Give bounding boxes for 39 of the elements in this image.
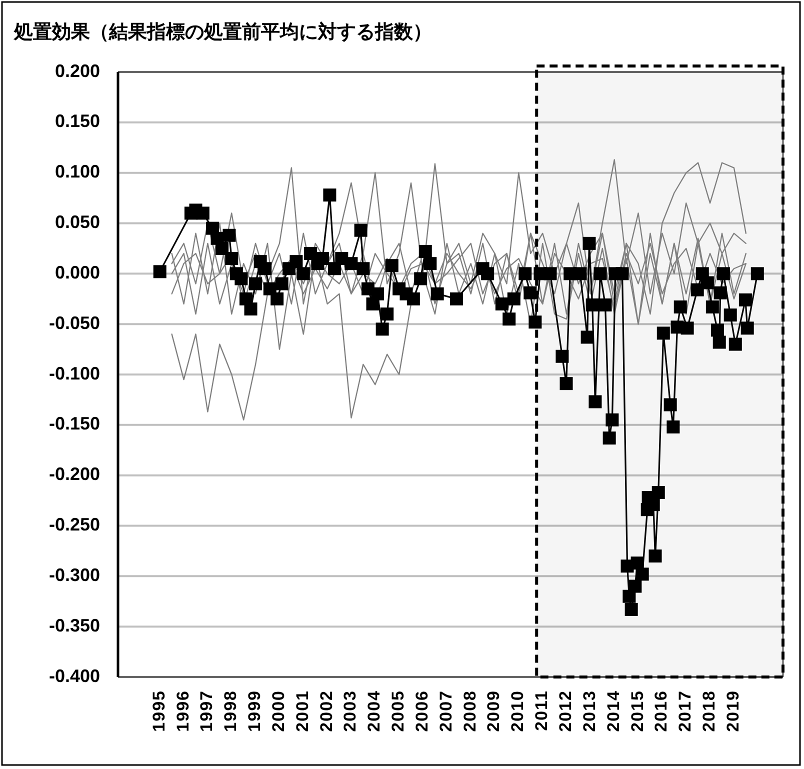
title: 処置効果（結果指標の処置前平均に対する指数） xyxy=(14,22,432,43)
x-tick-label: 2013 xyxy=(580,690,599,732)
x-tick-label: 2009 xyxy=(484,690,504,732)
x-tick-label: 2014 xyxy=(604,690,623,732)
x-tick-label: 1997 xyxy=(197,690,216,732)
y-tick-label: -0.150 xyxy=(48,414,100,434)
x-tick-label: 2015 xyxy=(628,690,647,732)
x-tick-label: 2011 xyxy=(532,690,552,731)
y-tick-label: -0.250 xyxy=(48,514,100,534)
y-tick-label: 0.050 xyxy=(54,212,100,232)
y-tick-label: 0.000 xyxy=(54,262,100,282)
x-tick-label: 2006 xyxy=(412,690,432,732)
y-tick-label: -0.100 xyxy=(48,363,100,384)
x-tick-label: 2007 xyxy=(436,690,456,732)
x-tick-label: 2000 xyxy=(268,690,288,732)
y-tick-label: -0.300 xyxy=(48,564,100,585)
x-tick-label: 2019 xyxy=(723,690,742,732)
y-tick-label: -0.200 xyxy=(48,464,100,484)
y-tick-label: -0.050 xyxy=(48,312,100,333)
x-tick-label: 2018 xyxy=(700,690,719,732)
x-tick-label: 2001 xyxy=(292,690,312,732)
x-tick-label: 1995 xyxy=(149,690,168,732)
x-tick-label: 2002 xyxy=(316,690,336,732)
x-tick-label: 2012 xyxy=(556,690,575,732)
x-tick-label: 2003 xyxy=(340,690,360,732)
x-tick-label: 2010 xyxy=(508,690,528,732)
x-tick-label: 1996 xyxy=(173,690,192,732)
x-tick-label: 2005 xyxy=(388,690,408,732)
x-tick-label: 2016 xyxy=(652,690,671,732)
x-tick-label: 2017 xyxy=(676,690,695,732)
y-tick-label: 0.100 xyxy=(54,162,100,182)
y-tick-label: 0.200 xyxy=(54,60,100,81)
y-tick-label: 0.150 xyxy=(54,111,100,132)
y-tick-label: -0.350 xyxy=(48,615,100,636)
x-tick-label: 1999 xyxy=(245,690,264,732)
x-tick-label: 2008 xyxy=(460,690,480,732)
x-tick-label: 1998 xyxy=(221,690,240,732)
y-tick-label: -0.400 xyxy=(48,666,100,686)
x-tick-label: 2004 xyxy=(364,690,384,732)
